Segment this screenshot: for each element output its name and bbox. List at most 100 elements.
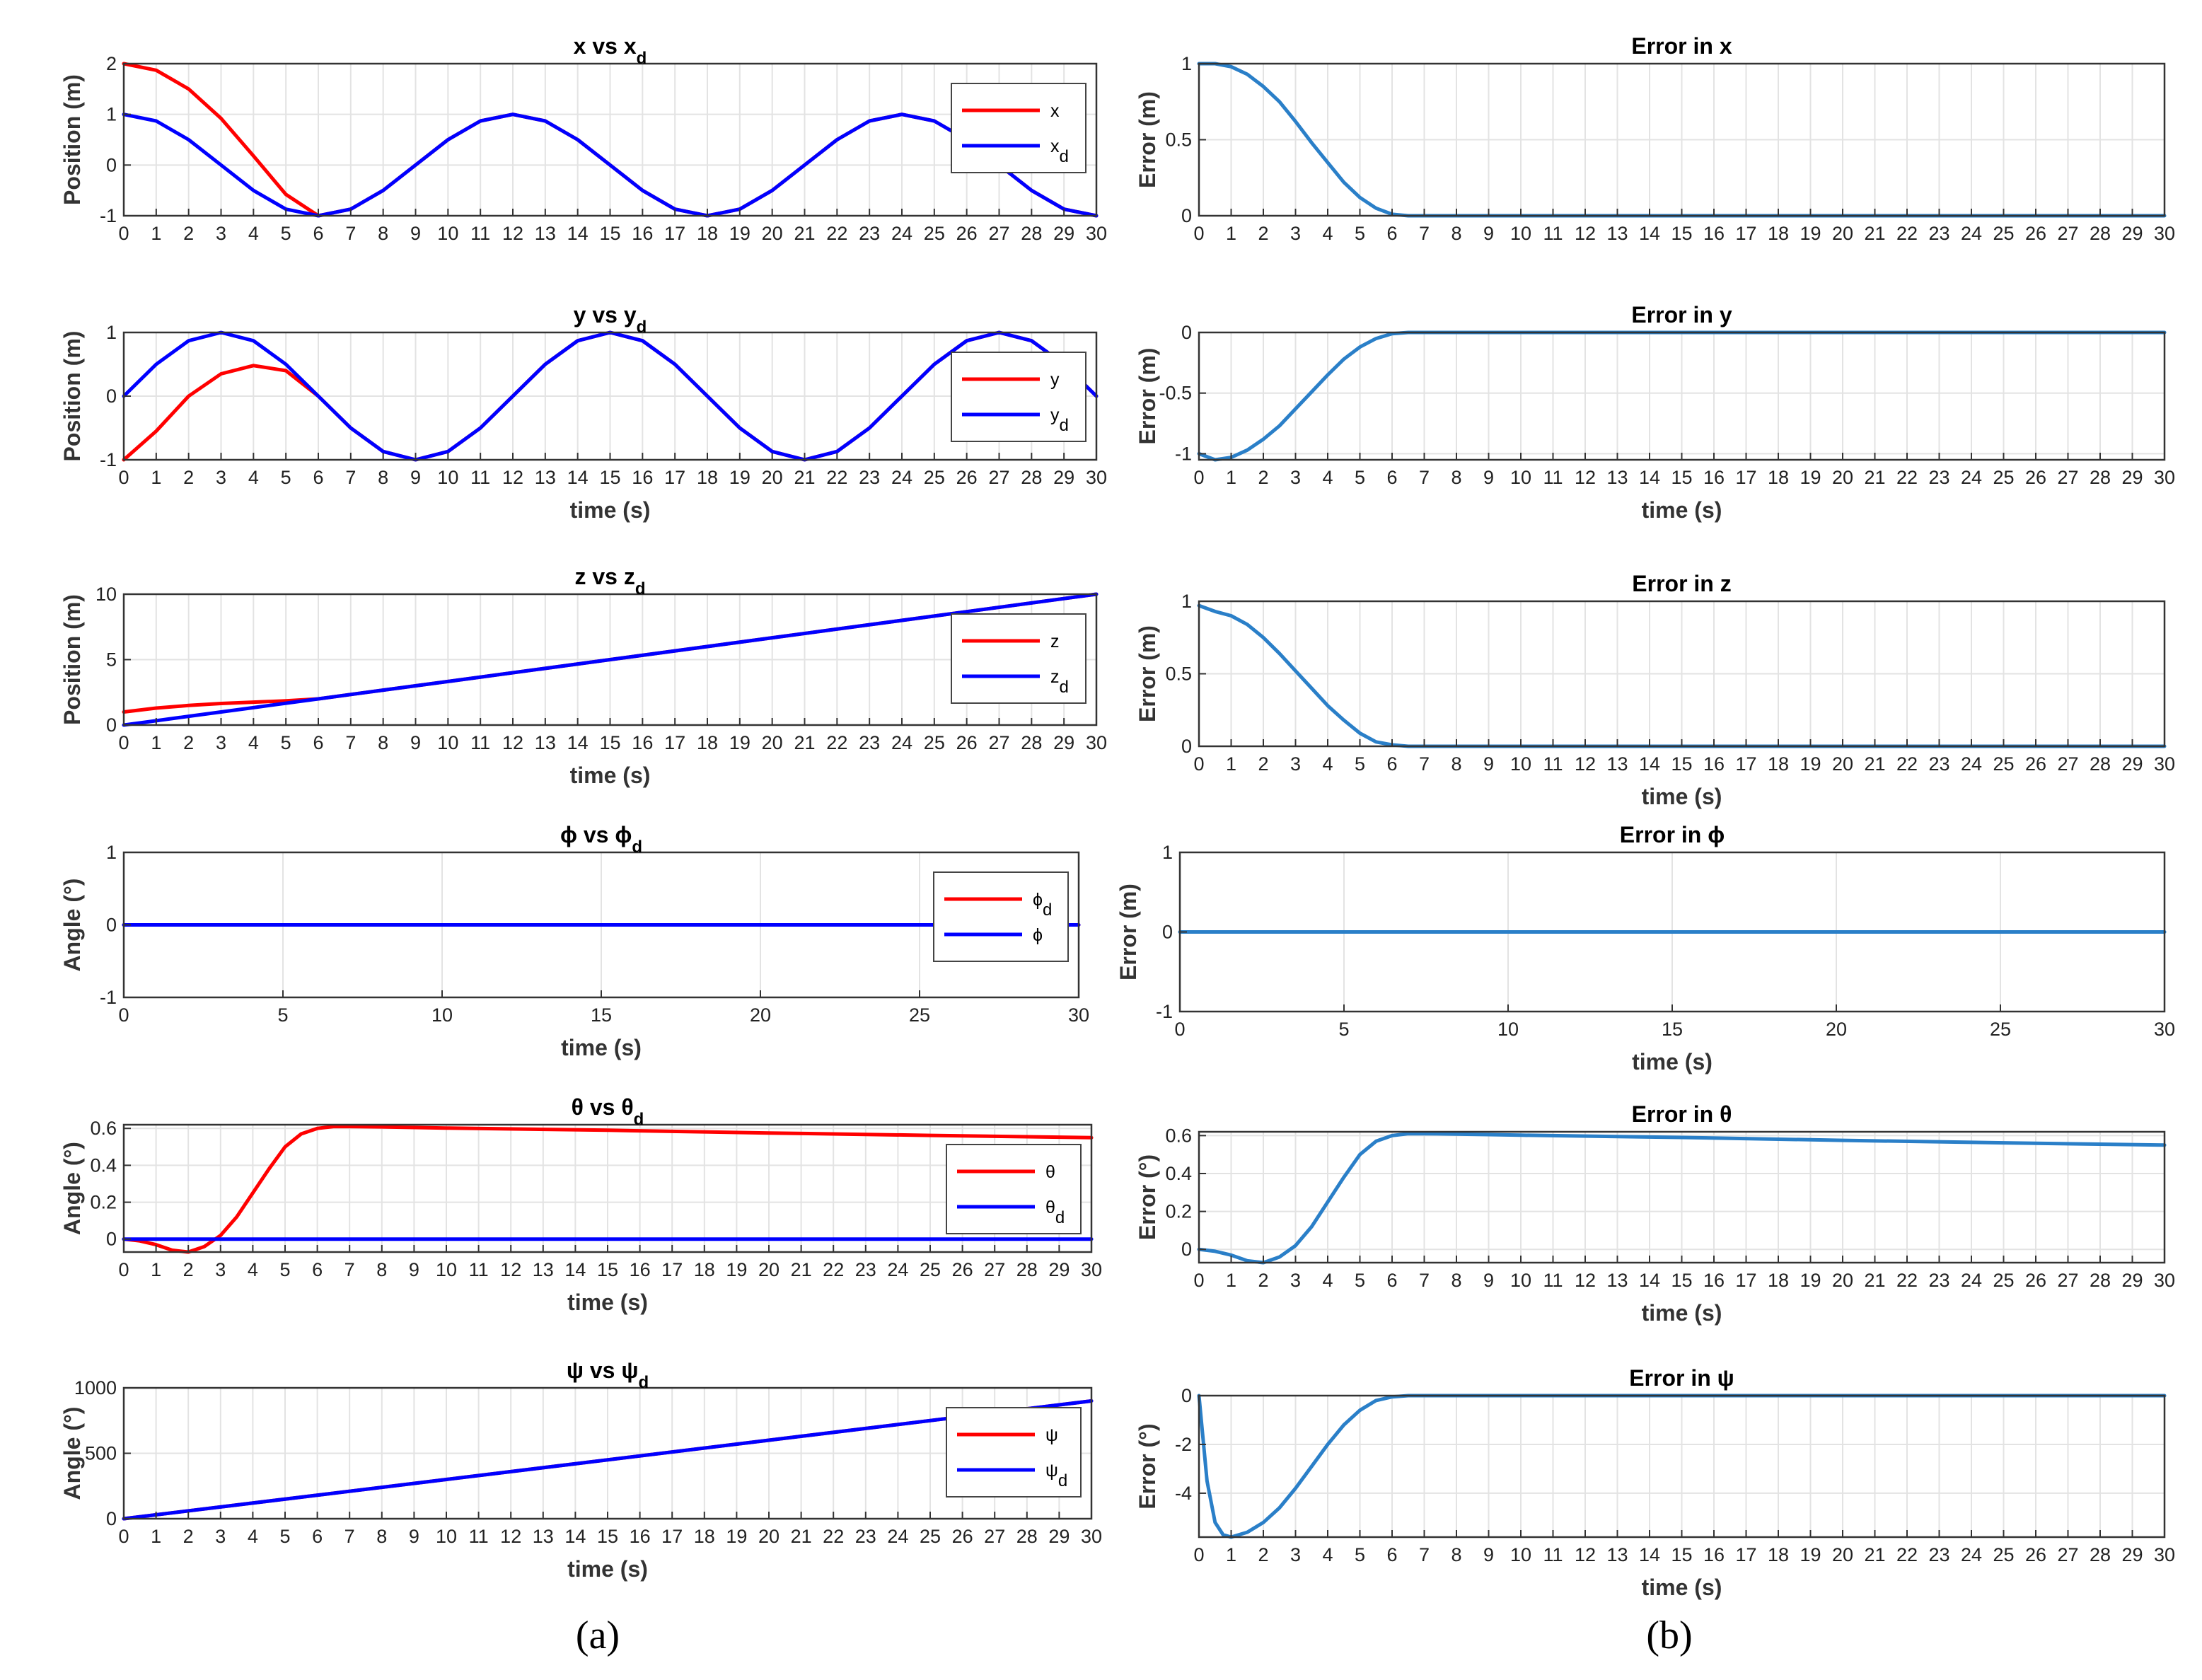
x-tick-label: 22 [1896,223,1918,244]
y-tick-label-main: 0 [106,714,117,736]
x-tick-label: 0 [118,732,129,753]
x-tick-label: 17 [1735,1270,1756,1291]
x-tick-label-main: 30 [2154,753,2175,775]
x-tick-label-main: 29 [2121,753,2143,775]
x-tick-label-main: 0 [1174,1019,1185,1040]
x-tick-label-main: 30 [2154,467,2175,488]
x-axis-label: time (s) [570,497,651,523]
x-tick-label: 22 [1896,1270,1918,1291]
legend-entry: xd [1050,137,1069,166]
x-tick-label: 11 [469,1259,489,1280]
x-tick-label: 6 [313,732,323,753]
x-tick-label-main: 1 [151,1259,161,1280]
x-tick-label: 15 [597,1259,618,1280]
x-axis-label: time (s) [567,1290,648,1315]
legend-entry-main: ψ [1045,1425,1058,1445]
y-tick-label: 0.5 [1165,664,1192,685]
x-tick-label-main: 5 [1355,1270,1365,1291]
x-tick-label: 2 [183,732,194,753]
x-tick-label: 7 [345,223,356,244]
y-tick-label: -1 [1175,443,1192,464]
x-tick-label: 8 [1451,467,1461,488]
x-tick-label: 17 [1735,753,1756,775]
x-tick-label-main: 27 [988,223,1009,244]
x-tick-label-main: 16 [1703,1270,1725,1291]
x-tick-label-main: 28 [1016,1526,1038,1547]
x-tick-label: 21 [1864,1270,1885,1291]
x-tick-label: 9 [1483,223,1494,244]
x-tick-label-main: 8 [378,223,388,244]
y-tick-label: -4 [1175,1483,1192,1504]
x-tick-label-main: 0 [118,1004,129,1026]
x-tick-label-main: 6 [313,467,323,488]
chart-title: θ vs θd [572,1094,644,1129]
x-tick-label: 26 [2025,753,2046,775]
x-tick-label: 5 [1355,223,1365,244]
legend-entry: yd [1050,405,1069,435]
x-tick-label: 26 [2025,1270,2046,1291]
x-tick-label-main: 11 [1543,1544,1563,1565]
x-tick-label-main: 4 [248,732,259,753]
x-tick-label-main: 16 [632,223,653,244]
y-axis-label: Error (m) [1135,91,1160,188]
x-tick-label: 29 [1048,1259,1070,1280]
x-tick-label: 19 [726,1526,747,1547]
x-tick-label-main: 0 [1193,753,1204,775]
x-tick-label-main: 12 [500,1526,521,1547]
y-tick-label: 0 [1162,922,1173,943]
x-tick-label: 19 [1800,467,1821,488]
x-axis-label: time (s) [1642,784,1722,809]
x-tick-label: 21 [1864,467,1885,488]
y-axis-label: Position (m) [59,74,85,205]
x-tick-label: 23 [1928,753,1949,775]
x-tick-label-main: 15 [597,1526,618,1547]
chart-title-main: Error in θ [1632,1101,1732,1127]
x-tick-label-main: 25 [1993,753,2014,775]
x-tick-label: 13 [1606,1270,1628,1291]
x-tick-label: 10 [437,223,458,244]
x-tick-label-main: 27 [2057,467,2078,488]
x-tick-label: 18 [694,1526,715,1547]
y-tick-label-main: 2 [106,53,117,74]
x-tick-label-main: 8 [378,732,388,753]
x-tick-label: 28 [2090,1544,2111,1565]
legend-entry-main: y [1050,405,1060,425]
x-tick-label: 28 [2090,1270,2111,1291]
series-line-0 [1197,1132,2167,1265]
x-tick-label-main: 16 [632,732,653,753]
chart-title-main: x vs x [574,33,637,59]
caption-a: (a) [576,1614,620,1657]
x-tick-label: 25 [1993,467,2014,488]
x-tick-label-main: 10 [436,1526,457,1547]
x-tick-label: 6 [1386,223,1397,244]
x-tick-label-main: 21 [1864,223,1885,244]
y-axis-label: Error (m) [1135,348,1160,445]
x-tick-label-main: 30 [1086,467,1107,488]
x-tick-label-main: 16 [630,1526,651,1547]
x-tick-label: 10 [431,1004,453,1026]
x-tick-label: 2 [183,467,194,488]
x-tick-label-main: 10 [1510,753,1531,775]
x-tick-label-main: 12 [1575,753,1596,775]
x-tick-label-main: 26 [952,1526,973,1547]
x-tick-label: 0 [118,1526,129,1547]
x-tick-label-main: 30 [1086,223,1107,244]
x-tick-label-main: 25 [924,223,945,244]
x-tick-label: 3 [1290,467,1301,488]
x-tick-label: 13 [533,1259,554,1280]
x-tick-label: 24 [891,467,912,488]
y-axis-label-main: Position (m) [59,594,85,725]
x-tick-label: 4 [248,732,259,753]
x-tick-label: 2 [1258,1544,1268,1565]
x-tick-label-main: 29 [2121,1270,2143,1291]
chart-title: Error in x [1631,33,1732,59]
y-axis-label-main: Error (m) [1116,884,1141,980]
y-tick-label: 0 [106,915,117,936]
x-tick-label-main: 29 [1053,223,1074,244]
x-tick-label: 12 [1575,223,1596,244]
x-tick-label-main: 22 [1896,1270,1918,1291]
x-axis-label: time (s) [1642,497,1722,523]
x-tick-label-main: 27 [2057,1270,2078,1291]
x-tick-label-main: 24 [1961,223,1982,244]
x-tick-label: 29 [1048,1526,1070,1547]
